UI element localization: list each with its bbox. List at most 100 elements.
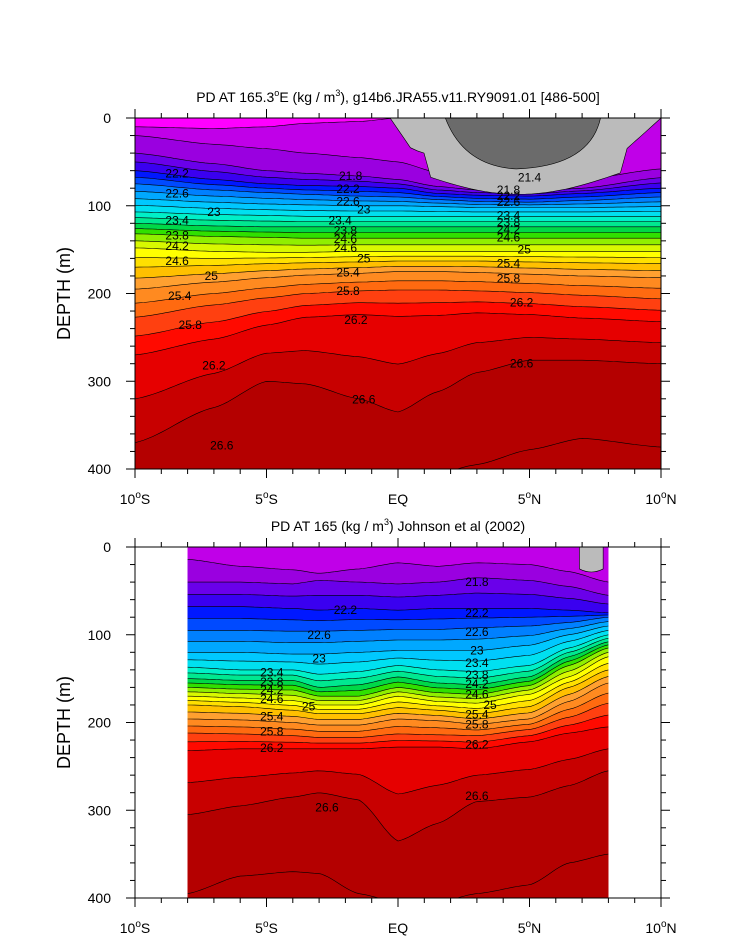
x-tick-hemisphere: N (531, 920, 541, 936)
contour-23.4 (135, 211, 661, 217)
contour-21.6 (187, 559, 609, 583)
contour-23.2 (135, 205, 661, 213)
contour-22.4 (187, 614, 609, 621)
x-tick-number: 10 (120, 920, 136, 936)
band-26.6 (187, 770, 609, 898)
contour-label: 25 (205, 269, 219, 283)
contour-label: 22.2 (336, 182, 360, 196)
y-tick-label: 200 (88, 715, 112, 731)
contour-24.0 (135, 228, 661, 233)
contour-label: 21.8 (339, 169, 363, 183)
contour-22.6 (187, 616, 609, 632)
bottom-panel: 21.822.2 22.222.6 22.6232323.423.423.823.8… (54, 517, 677, 936)
top-panel: 22.222.62323.423.824.224.62525.425.826.2… (54, 88, 677, 507)
contour-label: 25.4 (168, 289, 192, 303)
x-tick-degree: o (526, 919, 532, 930)
x-tick-number: 5 (255, 920, 263, 936)
y-tick-label: 400 (88, 461, 112, 477)
title-text: E (kg / m (279, 89, 335, 105)
contour-22.4 (135, 176, 661, 200)
density-field (187, 547, 609, 898)
contour-label: 25 (357, 251, 371, 265)
contour-26.0 (135, 301, 661, 337)
contour-21.8 (135, 152, 661, 193)
contour-label: 24.6 (260, 692, 284, 706)
x-tick-label: 10oS (120, 919, 150, 936)
x-tick-degree: o (135, 490, 141, 501)
contour-22.2 (135, 170, 661, 197)
contour-label: 25.8 (465, 717, 489, 731)
contour-26.6 (135, 359, 661, 443)
contour-label: 23.8 (334, 223, 358, 237)
contour-25.6 (135, 280, 661, 304)
contour-label: 23.4 (497, 208, 521, 222)
contour-label: 22.2 (334, 603, 358, 617)
y-tick-label: 200 (88, 286, 112, 302)
chart-title: PD AT 165 (kg / m3) Johnson et al (2002) (271, 517, 525, 534)
band-26.8 (187, 854, 609, 898)
x-tick-hemisphere: S (141, 920, 150, 936)
contour-label: 25.4 (465, 708, 489, 722)
contour-label: 25 (302, 700, 316, 714)
contour-26.8 (456, 437, 661, 469)
y-tick-label: 0 (103, 539, 111, 555)
contour-label: 26.6 (465, 789, 489, 803)
contour-24.4 (135, 240, 661, 246)
contour-label: 22.6 (307, 628, 331, 642)
x-tick-number: 10 (645, 920, 661, 936)
x-tick-number: 5 (518, 491, 526, 507)
x-tick-degree: o (135, 919, 141, 930)
band-26.8 (457, 438, 661, 469)
x-axis: 10oS 5oS EQ 5oN 10oN (120, 538, 677, 936)
contour-label: 22.2 (497, 189, 521, 203)
contour-25.4 (187, 682, 609, 726)
x-tick-number: 10 (645, 491, 661, 507)
contour-25.4 (135, 271, 661, 290)
contour-22.6 (135, 183, 661, 203)
y-tick-label: 100 (88, 627, 112, 643)
contour-24.6 (135, 247, 661, 253)
contour-24.6 (187, 656, 609, 706)
x-tick-label: 10oS (120, 490, 150, 507)
contour-label: 24.6 (334, 232, 358, 246)
title-text: PD AT 165.3 (196, 89, 274, 105)
contour-label: 24.2 (497, 222, 521, 236)
contour-label: 24.6 (465, 687, 489, 701)
contour-21.8 (187, 577, 609, 596)
contour-23.6 (135, 217, 661, 222)
contour-lines (187, 547, 609, 898)
contour-25.6 (187, 692, 609, 732)
contour-label: 25 (483, 698, 497, 712)
x-tick-hemisphere: N (531, 491, 541, 507)
contour-label: 21.8 (465, 575, 489, 589)
contour-23.8 (187, 641, 609, 688)
x-tick-number: 5 (518, 920, 526, 936)
x-tick-degree: o (526, 490, 532, 501)
contour-26.8 (187, 853, 609, 898)
contour-label: 22.2 (165, 166, 189, 180)
contour-label: 24.6 (334, 241, 358, 255)
contour-label: 23 (207, 205, 221, 219)
x-tick-label: 5oN (518, 490, 541, 507)
contour-label: 25.4 (497, 257, 521, 271)
x-tick-degree: o (263, 919, 269, 930)
title-text: PD AT 165 (kg / m (271, 518, 384, 534)
missing-region-dark (445, 118, 601, 170)
contour-24.8 (135, 255, 661, 259)
x-tick-hemisphere: S (269, 920, 278, 936)
contour-26.2 (135, 312, 661, 356)
contour-23.4 (187, 634, 609, 675)
contour-24.2 (187, 647, 609, 697)
contour-label: 21.4 (518, 171, 542, 185)
contour-25.0 (135, 260, 661, 268)
contour-25.0 (187, 669, 609, 714)
y-axis-label: DEPTH (m) (54, 676, 74, 769)
y-tick-label: 100 (88, 198, 112, 214)
contour-24.8 (187, 663, 609, 710)
contour-label: 23.4 (165, 214, 189, 228)
contour-label: 25 (518, 243, 532, 257)
x-tick-label: 10oN (645, 919, 676, 936)
contour-label: 24.6 (165, 254, 189, 268)
contour-23.2 (187, 630, 609, 665)
